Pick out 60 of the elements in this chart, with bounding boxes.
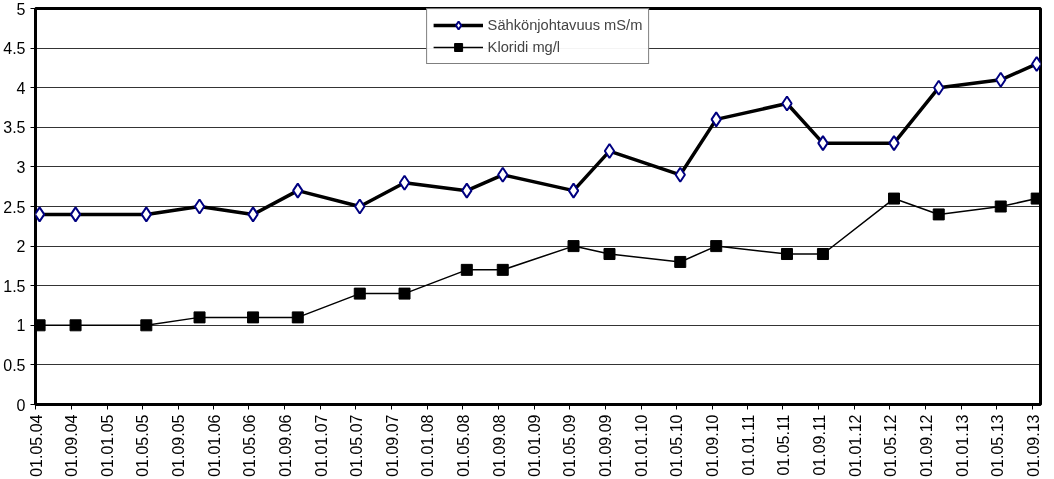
x-tick-label: 01.05.09 bbox=[561, 414, 579, 477]
x-tick-label: 01.01.13 bbox=[953, 414, 971, 477]
x-tick-label: 01.01.07 bbox=[312, 414, 330, 477]
y-tick-label: 5 bbox=[16, 0, 26, 18]
y-tick-label: 3.5 bbox=[3, 119, 26, 137]
point bbox=[398, 287, 411, 300]
point bbox=[603, 248, 616, 261]
x-tick-label: 01.09.11 bbox=[810, 414, 828, 476]
y-tick-label: 2.5 bbox=[3, 198, 26, 216]
point bbox=[567, 240, 580, 253]
point bbox=[291, 311, 304, 324]
point bbox=[140, 319, 153, 332]
x-tick-label: 01.09.06 bbox=[276, 414, 294, 477]
legend-label: Sähkönjohtavuus mS/m bbox=[487, 17, 643, 33]
x-tick-label: 01.09.07 bbox=[383, 414, 401, 477]
x-tick-label: 01.09.10 bbox=[704, 414, 722, 477]
x-tick-label: 01.05.07 bbox=[347, 414, 365, 477]
x-tick-label: 01.09.13 bbox=[1024, 414, 1042, 477]
point bbox=[888, 192, 900, 205]
point bbox=[816, 248, 829, 261]
x-tick-label: 01.01.06 bbox=[205, 414, 223, 477]
x-tick-label: 01.05.12 bbox=[881, 414, 899, 477]
y-tick-label: 4 bbox=[16, 79, 26, 97]
x-tick-label: 01.05.05 bbox=[134, 414, 152, 477]
legend-label: Kloridi mg/l bbox=[487, 39, 561, 55]
x-tick-label: 01.01.08 bbox=[419, 414, 437, 477]
x-tick-label: 01.05.06 bbox=[240, 414, 258, 477]
y-tick-label: 3 bbox=[16, 158, 26, 176]
x-tick-label: 01.01.10 bbox=[633, 414, 651, 477]
x-tick-label: 01.05.08 bbox=[454, 414, 472, 477]
x-tick-label: 01.05.04 bbox=[27, 414, 45, 477]
y-tick-label: 0.5 bbox=[3, 356, 26, 374]
point bbox=[460, 263, 473, 276]
x-tick-label: 01.05.10 bbox=[668, 414, 686, 477]
x-tick-label: 01.01.09 bbox=[526, 414, 544, 477]
point bbox=[710, 240, 723, 253]
y-tick-label: 2 bbox=[16, 238, 26, 256]
y-tick-label: 4.5 bbox=[3, 40, 26, 58]
x-tick-label: 01.09.08 bbox=[490, 414, 508, 477]
point bbox=[674, 255, 687, 268]
x-tick-label: 01.05.11 bbox=[774, 414, 792, 476]
point bbox=[932, 208, 945, 221]
x-tick-label: 01.01.12 bbox=[846, 414, 864, 477]
point bbox=[353, 287, 366, 300]
x-tick-label: 01.01.05 bbox=[99, 414, 117, 477]
point bbox=[69, 319, 82, 332]
x-tick-label: 01.09.05 bbox=[170, 414, 188, 477]
x-tick-label: 01.09.12 bbox=[917, 414, 935, 477]
y-tick-label: 0 bbox=[16, 396, 26, 414]
point bbox=[780, 248, 793, 261]
x-tick-label: 01.09.04 bbox=[63, 414, 81, 477]
y-tick-label: 1 bbox=[16, 317, 26, 335]
point bbox=[496, 263, 509, 276]
y-tick-label: 1.5 bbox=[3, 277, 26, 295]
point bbox=[247, 311, 260, 324]
x-tick-label: 01.01.11 bbox=[739, 414, 757, 476]
point bbox=[193, 311, 206, 324]
point bbox=[994, 200, 1007, 213]
x-tick-label: 01.05.13 bbox=[988, 414, 1006, 477]
x-tick-label: 01.09.09 bbox=[597, 414, 615, 477]
